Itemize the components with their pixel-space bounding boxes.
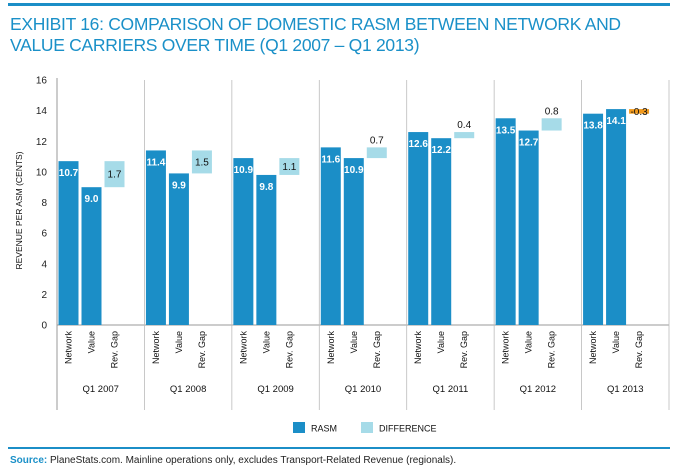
- y-tick-label: 4: [41, 259, 47, 270]
- sub-category-label: Value: [611, 331, 621, 353]
- bar-gap: [366, 147, 387, 159]
- bar-value: [431, 138, 452, 325]
- y-tick-label: 2: [41, 290, 47, 301]
- data-label-gap: 0.4: [457, 120, 471, 131]
- data-label-gap: 1.1: [282, 162, 296, 173]
- sub-category-label: Value: [436, 331, 446, 353]
- data-label-network: 12.6: [408, 139, 428, 150]
- sub-category-label: Value: [524, 331, 534, 353]
- bar-value: [256, 174, 277, 325]
- y-tick-label: 16: [36, 76, 48, 87]
- y-tick-label: 10: [36, 167, 48, 178]
- y-tick-label: 12: [36, 137, 48, 148]
- sub-category-label: Value: [87, 331, 97, 353]
- chart-title: EXHIBIT 16: COMPARISON OF DOMESTIC RASM …: [10, 14, 621, 55]
- bar-value: [81, 187, 102, 325]
- sub-category-label: Rev. Gap: [197, 331, 207, 368]
- group-label: Q1 2011: [433, 384, 469, 395]
- sub-category-label: Network: [151, 331, 161, 365]
- sub-category-label: Rev. Gap: [547, 331, 557, 368]
- legend-swatch: [361, 422, 373, 433]
- bar-network: [145, 150, 166, 325]
- data-label-gap: 0.8: [545, 106, 559, 117]
- legend-label: RASM: [311, 424, 337, 434]
- bar-gap: [541, 118, 562, 131]
- bar-value: [606, 109, 627, 325]
- source-label: Source:: [10, 455, 48, 466]
- source-note: Source: PlaneStats.com. Mainline operati…: [10, 455, 456, 466]
- group-label: Q1 2007: [82, 384, 118, 395]
- bar-gap: [629, 109, 650, 114]
- sub-category-label: Value: [349, 331, 359, 353]
- group-label: Q1 2009: [257, 384, 293, 395]
- data-label-gap: 1.5: [195, 157, 209, 168]
- y-tick-label: 8: [41, 198, 47, 209]
- sub-category-label: Rev. Gap: [110, 331, 120, 368]
- sub-category-label: Network: [501, 331, 511, 365]
- bar-gap: [191, 150, 212, 174]
- bar-value: [343, 158, 364, 325]
- data-label-value: 12.2: [431, 145, 451, 156]
- sub-category-label: Network: [238, 331, 248, 365]
- group-label: Q1 2008: [170, 384, 206, 395]
- sub-category-label: Rev. Gap: [634, 331, 644, 368]
- source-text: PlaneStats.com. Mainline operations only…: [47, 455, 457, 466]
- data-label-value: 9.8: [259, 182, 273, 193]
- group-label: Q1 2010: [345, 384, 381, 395]
- top-rule: [8, 3, 670, 6]
- data-label-network: 13.8: [583, 121, 603, 132]
- y-tick-label: 6: [41, 229, 47, 240]
- chart-svg: REVENUE PER ASM (CENTS) 0 2 4 6 8 10 12 14 16 10.7…: [14, 76, 670, 434]
- legend-label: DIFFERENCE: [379, 424, 437, 434]
- data-label-gap: -0.3: [630, 107, 648, 118]
- bar-value: [518, 130, 539, 325]
- legend-swatch: [293, 422, 305, 433]
- sub-category-label: Value: [261, 331, 271, 353]
- data-label-value: 10.9: [344, 165, 364, 176]
- data-label-network: 13.5: [496, 125, 516, 136]
- sub-category-label: Network: [413, 331, 423, 365]
- sub-category-label: Network: [326, 331, 336, 365]
- bar-network: [58, 161, 79, 325]
- data-label-gap: 1.7: [108, 170, 122, 181]
- group-label: Q1 2013: [607, 384, 643, 395]
- bar-network: [583, 113, 604, 325]
- sub-category-label: Rev. Gap: [284, 331, 294, 368]
- data-label-network: 10.7: [59, 168, 79, 179]
- data-label-network: 11.4: [146, 157, 165, 168]
- sub-category-label: Network: [64, 331, 74, 365]
- y-tick-label: 0: [41, 321, 47, 332]
- data-label-network: 11.6: [321, 154, 340, 165]
- bar-value: [168, 173, 189, 325]
- bar-network: [320, 147, 341, 325]
- data-label-value: 12.7: [519, 138, 539, 149]
- bar-network: [233, 158, 254, 325]
- bar-gap: [454, 132, 475, 139]
- sub-category-label: Rev. Gap: [459, 331, 469, 368]
- data-label-network: 10.9: [234, 165, 254, 176]
- bar-gap: [104, 161, 125, 188]
- data-label-value: 14.1: [606, 116, 626, 127]
- data-label-value: 9.9: [172, 180, 186, 191]
- group-label: Q1 2012: [520, 384, 556, 395]
- data-label-gap: 0.7: [370, 135, 384, 146]
- y-axis-title: REVENUE PER ASM (CENTS): [14, 151, 24, 269]
- bottom-rule: [8, 447, 670, 449]
- sub-category-label: Network: [588, 331, 598, 365]
- data-label-value: 9.0: [85, 194, 99, 205]
- y-tick-label: 14: [36, 106, 48, 117]
- bar-network: [408, 132, 429, 325]
- bar-network: [495, 118, 516, 325]
- sub-category-label: Rev. Gap: [372, 331, 382, 368]
- bar-gap: [279, 158, 300, 175]
- sub-category-label: Value: [174, 331, 184, 353]
